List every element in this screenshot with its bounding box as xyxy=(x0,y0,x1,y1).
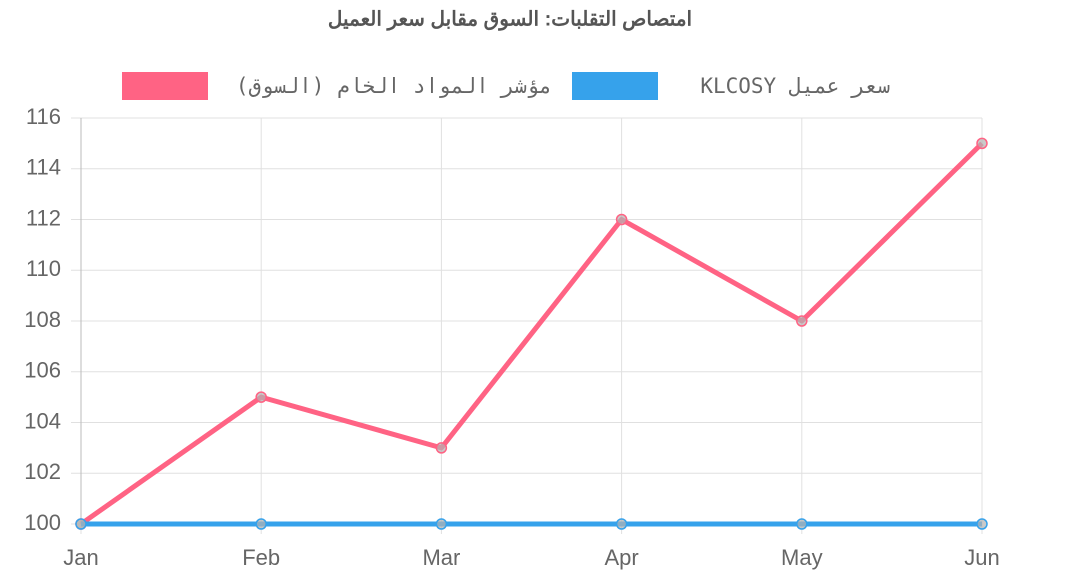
y-tick-label: 104 xyxy=(24,408,61,433)
x-tick-label: Feb xyxy=(242,545,280,570)
legend-swatch[interactable] xyxy=(122,72,208,100)
chart-title: امتصاص التقلبات: السوق مقابل سعر العميل xyxy=(328,8,692,31)
data-point xyxy=(75,518,87,530)
y-tick-label: 110 xyxy=(26,256,61,281)
data-point xyxy=(976,137,988,150)
y-tick-label: 102 xyxy=(24,459,61,484)
y-tick-label: 100 xyxy=(24,510,61,535)
x-tick-label: Jun xyxy=(964,545,999,570)
legend-swatch[interactable] xyxy=(572,72,658,100)
data-point xyxy=(796,315,808,327)
x-tick-label: Mar xyxy=(422,545,460,570)
data-point xyxy=(435,442,448,454)
y-tick-label: 114 xyxy=(26,155,61,180)
series-line xyxy=(79,141,984,527)
x-tick-label: May xyxy=(781,545,823,570)
x-tick-label: Jan xyxy=(63,545,98,570)
legend-label[interactable]: سعر عميل KLCOSY xyxy=(700,74,890,98)
y-tick-label: 108 xyxy=(24,307,61,332)
data-point xyxy=(435,518,448,530)
legend-label[interactable]: مؤشر المواد الخام (السوق) xyxy=(236,74,552,98)
y-tick-label: 112 xyxy=(26,205,61,230)
data-point xyxy=(796,518,808,530)
data-point xyxy=(615,213,628,226)
data-point xyxy=(255,518,267,530)
y-tick-label: 106 xyxy=(24,358,61,383)
data-point xyxy=(615,518,628,530)
data-point xyxy=(255,391,267,403)
x-tick-label: Apr xyxy=(604,545,638,570)
y-tick-label: 116 xyxy=(26,104,61,129)
data-point xyxy=(976,518,988,530)
